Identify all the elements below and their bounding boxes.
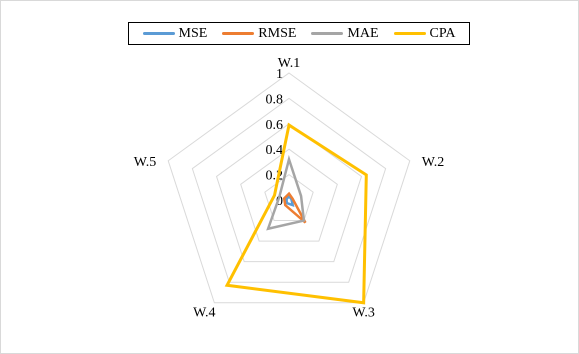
series-line-rmse — [282, 191, 307, 224]
grid-ring-2 — [240, 148, 338, 242]
series-line-mse — [285, 194, 295, 208]
category-label-w5: W.5 — [134, 155, 156, 170]
axis-tick-label: 0 — [276, 194, 283, 209]
legend-item-rmse: RMSE — [222, 26, 296, 42]
axis-tick-label: 0.4 — [266, 143, 284, 158]
legend-item-mae: MAE — [311, 25, 379, 42]
legend-label-mse: MSE — [178, 25, 208, 41]
series-line-cpa — [224, 122, 368, 305]
grid-ring-4 — [191, 97, 387, 283]
legend-item-mse: MSE — [142, 25, 208, 42]
grid-ring-3 — [215, 123, 363, 263]
legend-swatch-rmse — [222, 32, 255, 35]
axis-tick-label: 1 — [276, 67, 283, 82]
legend-label-mae: MAE — [347, 25, 379, 41]
legend-item-cpa: CPA — [393, 25, 456, 42]
legend-label-cpa: CPA — [429, 25, 456, 41]
grid-ring-1 — [264, 173, 314, 222]
legend-label-rmse: RMSE — [258, 25, 297, 41]
category-label-w2: W.2 — [422, 155, 444, 170]
legend-swatch-mse — [142, 32, 175, 35]
category-label-w3: W.3 — [352, 306, 374, 321]
chart-legend: MSE RMSE MAE CPA — [128, 22, 470, 45]
grid-ring-5 — [167, 72, 411, 304]
legend-swatch-cpa — [393, 32, 426, 35]
series-line-mae — [266, 154, 306, 231]
axis-tick-label: 0.8 — [266, 92, 284, 107]
axis-tick-label: 0.6 — [266, 118, 284, 133]
legend-swatch-mae — [311, 32, 344, 35]
category-label-w4: W.4 — [193, 306, 215, 321]
category-label-w1: W.1 — [278, 56, 300, 71]
